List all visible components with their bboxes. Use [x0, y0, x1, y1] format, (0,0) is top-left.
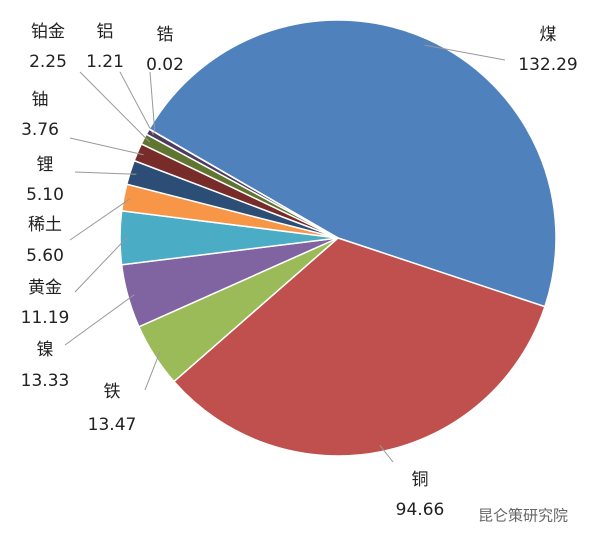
slice-value: 11.19: [21, 308, 70, 328]
leader-line: [79, 71, 150, 143]
slice-value: 1.21: [86, 52, 124, 72]
leader-line: [144, 351, 161, 391]
leader-line: [424, 44, 506, 61]
pie-slice: [172, 237, 546, 457]
slice-name: 稀土: [28, 215, 62, 235]
leader-line: [69, 198, 131, 241]
slice-value: 5.10: [26, 185, 64, 205]
slice-name: 铂金: [31, 22, 65, 42]
leader-line: [149, 71, 156, 133]
slice-value: 13.47: [88, 415, 137, 435]
pie-slice: [148, 127, 339, 239]
pie-slice: [148, 19, 557, 308]
leader-line: [64, 294, 135, 346]
slice-value: 5.60: [26, 246, 64, 266]
slice-name: 铀: [32, 90, 49, 110]
slice-value: 94.66: [396, 500, 445, 520]
leader-line: [379, 444, 394, 463]
slice-name: 锆: [157, 25, 174, 45]
leader-line: [69, 137, 144, 156]
slice-value: 3.76: [21, 120, 59, 140]
leader-line: [119, 71, 154, 136]
slice-value: 2.25: [29, 52, 67, 72]
leader-line: [74, 237, 127, 293]
watermark: 昆仑策研究院: [478, 507, 568, 525]
slice-name: 煤: [540, 25, 557, 45]
slice-value: 0.02: [146, 55, 184, 75]
leader-line: [74, 171, 137, 175]
slice-name: 铜: [412, 470, 429, 490]
slice-value: 132.29: [518, 55, 577, 75]
slice-name: 镍: [37, 340, 54, 360]
slice-name: 锂: [37, 155, 54, 175]
slice-name: 铝: [97, 22, 114, 42]
slice-name: 铁: [104, 382, 121, 402]
slice-value: 13.33: [21, 371, 70, 391]
slice-name: 黄金: [28, 278, 62, 298]
